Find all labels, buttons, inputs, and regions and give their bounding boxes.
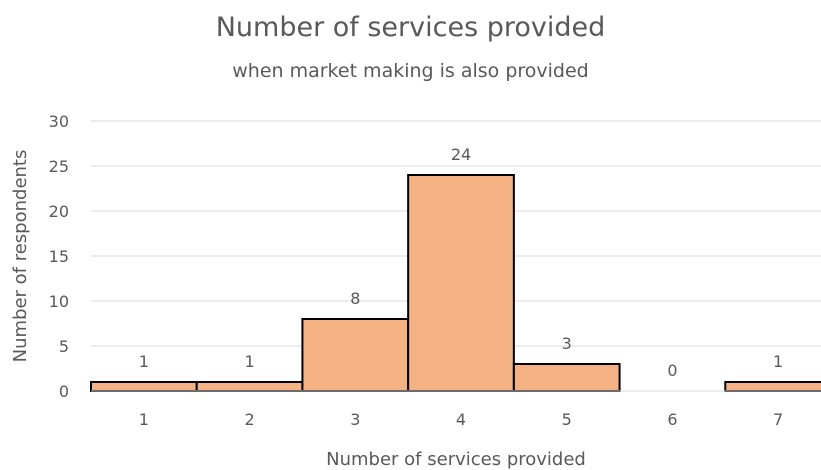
bar xyxy=(195,381,304,392)
data-label: 24 xyxy=(451,145,471,164)
bar xyxy=(407,174,515,392)
x-tick-label: 6 xyxy=(667,410,677,429)
x-tick-label: 4 xyxy=(456,410,466,429)
x-tick-label: 2 xyxy=(244,410,254,429)
chart-subtitle: when market making is also provided xyxy=(232,60,589,82)
x-tick-label: 5 xyxy=(562,410,572,429)
bar xyxy=(301,318,410,392)
data-label: 1 xyxy=(244,352,254,371)
y-tick-label: 5 xyxy=(59,337,69,356)
chart-title: Number of services provided xyxy=(215,12,606,43)
y-tick-label: 25 xyxy=(49,157,69,176)
y-tick-label: 30 xyxy=(49,112,69,131)
data-label: 1 xyxy=(139,352,149,371)
data-label: 3 xyxy=(562,334,572,353)
bar xyxy=(724,381,821,392)
data-label: 8 xyxy=(350,289,360,308)
y-tick-label: 0 xyxy=(59,382,69,401)
y-tick-label: 10 xyxy=(49,292,69,311)
x-tick-label: 3 xyxy=(350,410,360,429)
y-tick-label: 20 xyxy=(49,202,69,221)
data-label: 1 xyxy=(773,352,783,371)
data-label: 0 xyxy=(667,361,677,380)
x-tick-label: 7 xyxy=(773,410,783,429)
bar xyxy=(90,381,198,392)
y-tick-label: 15 xyxy=(49,247,69,266)
x-tick-label: 1 xyxy=(139,410,149,429)
bar xyxy=(512,363,621,392)
y-axis-title: Number of respondents xyxy=(10,150,31,363)
x-axis-title: Number of services provided xyxy=(326,449,586,470)
